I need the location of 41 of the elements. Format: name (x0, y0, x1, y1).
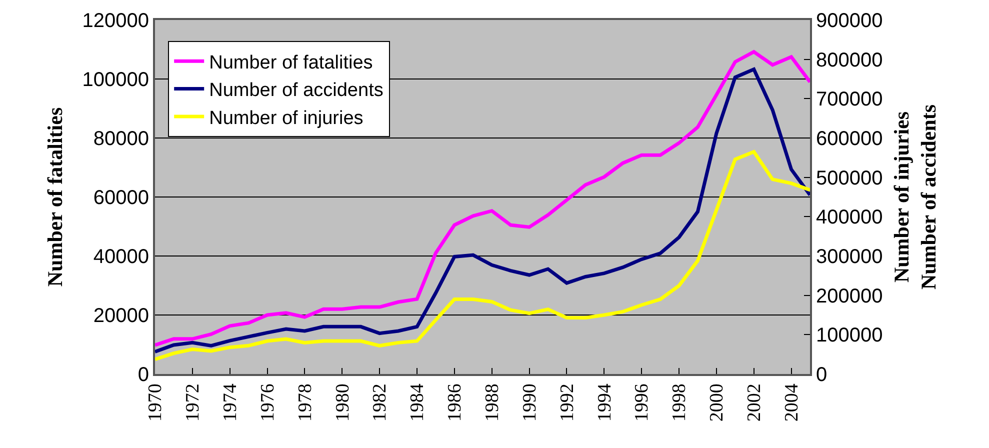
x-tick-label: 1984 (407, 383, 428, 422)
x-tick-label: 1978 (294, 384, 316, 422)
legend-label: Number of injuries (209, 108, 364, 129)
y2-tick-label: 500000 (816, 167, 883, 190)
legend-label: Number of fatalities (209, 52, 373, 74)
x-tick-label: 1970 (145, 384, 166, 422)
x-tick-label: 1972 (182, 384, 204, 422)
y2-tick-label: 100000 (816, 324, 883, 347)
y2-tick-label: 600000 (816, 128, 883, 150)
x-tick-label: 2000 (706, 384, 728, 422)
x-tick-label: 1994 (594, 383, 616, 422)
x-tick-label: 1988 (482, 384, 504, 422)
x-tick-label: 1974 (220, 383, 242, 422)
y2-axis-title: Number of injuries Number of accidents (889, 104, 941, 290)
y-tick-label: 120000 (82, 10, 149, 32)
x-tick-label: 2002 (744, 384, 766, 422)
x-tick-label: 1990 (519, 384, 540, 422)
y-tick-label: 20000 (93, 305, 149, 327)
y-tick-label: 40000 (93, 246, 149, 268)
y2-tick-label: 200000 (816, 285, 883, 308)
y2-tick-label: 0 (816, 364, 828, 386)
x-tick-label: 1998 (669, 384, 690, 422)
y-tick-label: 80000 (93, 128, 149, 150)
x-tick-label: 1976 (257, 384, 278, 422)
y2-tick-label: 700000 (816, 88, 883, 111)
y-axis-title: Number of fatalities (42, 107, 67, 287)
y2-tick-label: 400000 (816, 206, 883, 229)
x-tick-label: 1982 (370, 384, 391, 422)
x-tick-label: 2004 (781, 383, 802, 422)
y2-tick-label: 300000 (816, 246, 883, 268)
y-tick-label: 0 (138, 364, 149, 386)
y-tick-label: 60000 (93, 187, 149, 209)
y-tick-label: 100000 (82, 69, 149, 91)
x-tick-label: 1996 (632, 384, 653, 422)
x-tick-label: 1992 (556, 384, 578, 422)
x-tick-label: 1986 (444, 384, 466, 422)
line-series (155, 150, 810, 362)
x-tick-label: 1980 (332, 384, 354, 422)
legend-label: Number of accidents (209, 80, 384, 102)
y2-tick-label: 900000 (816, 10, 883, 32)
y2-tick-label: 800000 (816, 49, 883, 72)
